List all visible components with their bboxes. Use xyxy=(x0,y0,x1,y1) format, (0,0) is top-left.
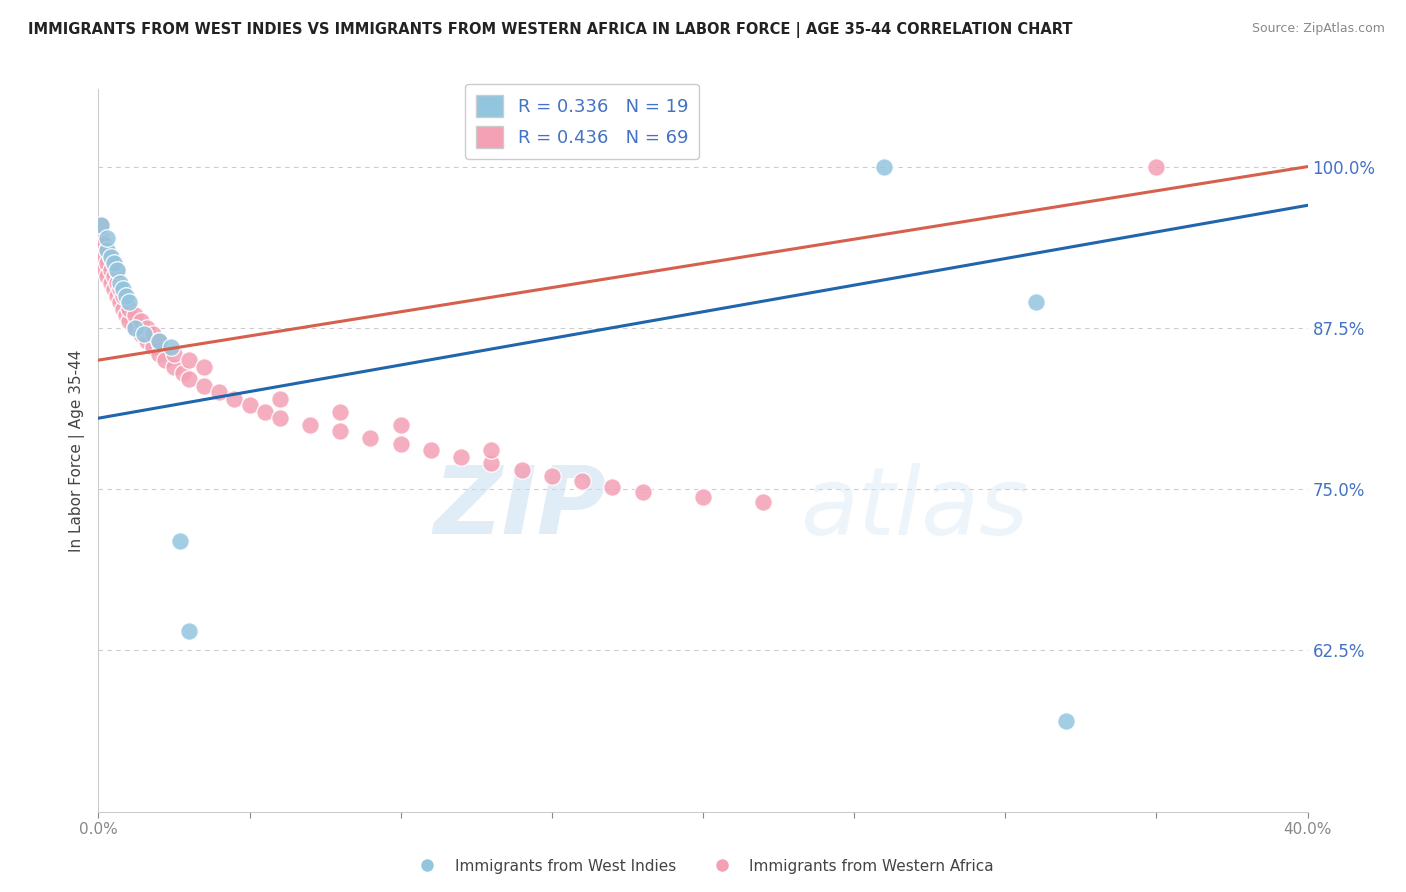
Point xyxy=(96,230,118,244)
Point xyxy=(873,160,896,174)
Point xyxy=(103,269,125,284)
Text: IMMIGRANTS FROM WEST INDIES VS IMMIGRANTS FROM WESTERN AFRICA IN LABOR FORCE | A: IMMIGRANTS FROM WEST INDIES VS IMMIGRANT… xyxy=(28,22,1073,38)
Point xyxy=(481,456,503,470)
Point xyxy=(114,308,136,322)
Point xyxy=(100,276,122,290)
Point xyxy=(108,282,131,296)
Point xyxy=(118,301,141,316)
Point xyxy=(148,334,170,348)
Point xyxy=(100,250,122,264)
Point xyxy=(124,308,146,322)
Point xyxy=(193,359,215,374)
Point xyxy=(208,385,231,400)
Point xyxy=(96,244,118,258)
Point xyxy=(93,237,115,252)
Point xyxy=(172,366,194,380)
Point xyxy=(329,405,352,419)
Point xyxy=(450,450,472,464)
Y-axis label: In Labor Force | Age 35-44: In Labor Force | Age 35-44 xyxy=(69,350,84,551)
Point xyxy=(148,347,170,361)
Point xyxy=(1144,160,1167,174)
Point xyxy=(602,480,624,494)
Point xyxy=(105,262,128,277)
Point xyxy=(90,230,112,244)
Point xyxy=(269,392,291,406)
Point xyxy=(269,411,291,425)
Legend: Immigrants from West Indies, Immigrants from Western Africa: Immigrants from West Indies, Immigrants … xyxy=(406,853,1000,880)
Point xyxy=(239,398,262,412)
Point xyxy=(148,334,170,348)
Point xyxy=(253,405,276,419)
Point xyxy=(193,379,215,393)
Point xyxy=(142,340,165,354)
Text: atlas: atlas xyxy=(800,463,1028,554)
Point xyxy=(132,327,155,342)
Point xyxy=(118,295,141,310)
Text: ZIP: ZIP xyxy=(433,462,606,554)
Point xyxy=(420,443,443,458)
Legend: R = 0.336   N = 19, R = 0.436   N = 69: R = 0.336 N = 19, R = 0.436 N = 69 xyxy=(465,84,699,159)
Point xyxy=(163,347,186,361)
Point xyxy=(510,463,533,477)
Point xyxy=(105,288,128,302)
Point xyxy=(114,288,136,302)
Point xyxy=(299,417,322,432)
Point xyxy=(692,490,714,504)
Point xyxy=(169,533,191,548)
Point xyxy=(481,443,503,458)
Point xyxy=(1024,295,1046,310)
Point xyxy=(111,282,134,296)
Point xyxy=(93,250,115,264)
Point xyxy=(103,256,125,270)
Point xyxy=(179,372,201,386)
Point xyxy=(142,327,165,342)
Point xyxy=(100,262,122,277)
Point xyxy=(96,269,118,284)
Point xyxy=(105,262,128,277)
Point xyxy=(153,353,176,368)
Point xyxy=(96,244,118,258)
Point xyxy=(111,301,134,316)
Point xyxy=(108,276,131,290)
Point xyxy=(90,218,112,232)
Point xyxy=(129,327,152,342)
Point xyxy=(96,256,118,270)
Point xyxy=(329,424,352,438)
Point xyxy=(100,250,122,264)
Point xyxy=(360,431,382,445)
Point xyxy=(108,295,131,310)
Point xyxy=(111,288,134,302)
Point xyxy=(135,334,157,348)
Point xyxy=(105,276,128,290)
Point xyxy=(124,321,146,335)
Point xyxy=(179,353,201,368)
Point xyxy=(90,218,112,232)
Point xyxy=(631,484,654,499)
Point xyxy=(118,314,141,328)
Point xyxy=(93,262,115,277)
Point xyxy=(135,321,157,335)
Point xyxy=(389,417,412,432)
Point xyxy=(103,256,125,270)
Point xyxy=(1054,714,1077,729)
Point xyxy=(389,437,412,451)
Point xyxy=(571,475,593,489)
Point xyxy=(103,282,125,296)
Point xyxy=(224,392,246,406)
Point xyxy=(179,624,201,639)
Point xyxy=(160,340,183,354)
Point xyxy=(752,495,775,509)
Point xyxy=(90,244,112,258)
Point xyxy=(129,314,152,328)
Text: Source: ZipAtlas.com: Source: ZipAtlas.com xyxy=(1251,22,1385,36)
Point xyxy=(163,359,186,374)
Point xyxy=(540,469,562,483)
Point xyxy=(124,321,146,335)
